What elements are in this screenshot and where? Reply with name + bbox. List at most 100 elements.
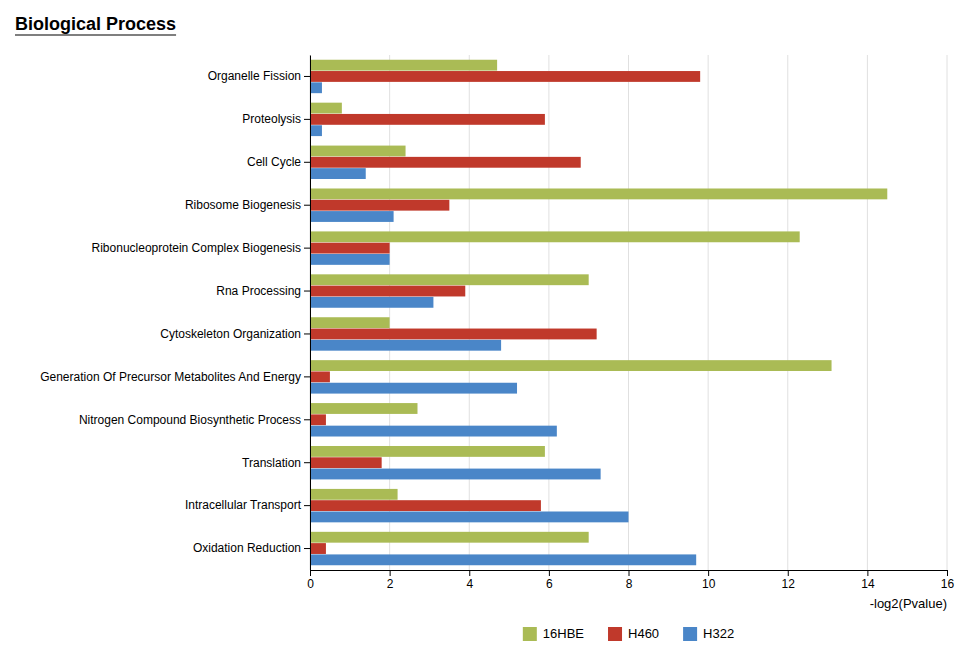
bar [310,371,330,382]
tick-label: 12 [782,577,796,591]
bars [310,60,887,566]
bar [310,243,390,254]
tick-label: 4 [466,577,473,591]
x-tick: 8 [626,570,633,591]
tick-mark [304,462,310,463]
legend-label: 16HBE [543,626,585,641]
x-tick: 16 [941,570,955,591]
tick-mark [304,419,310,420]
y-tick: Nitrogen Compound Biosynthetic Process [79,413,310,427]
bar [310,297,433,308]
y-tick: Intracellular Transport [185,498,310,512]
tick-label: 8 [626,577,633,591]
x-tick: 2 [387,570,394,591]
chart: Biological Process 0 2 4 6 8 10 12 14 16 Organelle… [0,0,977,658]
plot: 0 2 4 6 8 10 12 14 16 Organelle Fission Proteolysi… [40,55,954,641]
bar [310,340,501,351]
bar [310,446,545,457]
tick-label: Proteolysis [242,112,301,126]
bar [310,103,342,114]
tick-label: Ribonucleoprotein Complex Biogenesis [92,241,301,255]
tick-label: Intracellular Transport [185,498,302,512]
tick-mark [867,570,868,576]
bar [310,286,465,297]
y-tick: Cytoskeleton Organization [160,327,310,341]
bar [310,469,601,480]
x-axis: 0 2 4 6 8 10 12 14 16 [307,570,954,591]
grid-line [548,55,549,570]
x-tick: 10 [702,570,716,591]
tick-mark [469,570,470,576]
x-tick: 12 [782,570,796,591]
y-tick: Ribosome Biogenesis [185,198,310,212]
legend-swatch [608,627,622,641]
bar [310,254,390,265]
bar [310,125,322,136]
tick-label: Translation [242,456,301,470]
grid [310,55,947,570]
legend-item: 16HBE [523,626,585,641]
tick-mark [629,570,630,576]
tick-mark [304,119,310,120]
tick-label: 14 [861,577,875,591]
title-underline [15,34,176,35]
bar [310,231,800,242]
y-tick: Translation [242,456,310,470]
tick-label: 6 [546,577,553,591]
tick-mark [304,205,310,206]
bar [310,511,629,522]
tick-mark [708,570,709,576]
x-axis-label: -log2(Pvalue) [870,596,947,611]
y-tick: Proteolysis [242,112,310,126]
bar [310,360,832,371]
tick-mark [304,376,310,377]
tick-mark [304,248,310,249]
tick-mark [788,570,789,576]
tick-mark [947,570,948,576]
tick-label: 2 [387,577,394,591]
bar [310,554,696,565]
bar [310,317,390,328]
bar [310,114,545,125]
x-tick: 6 [546,570,553,591]
legend-swatch [683,627,697,641]
tick-label: 0 [307,577,314,591]
bar [310,168,366,179]
tick-label: Rna Processing [216,284,301,298]
grid-line [787,55,788,570]
grid-line [628,55,629,570]
bar [310,211,394,222]
x-tick: 0 [307,570,314,591]
tick-label: Nitrogen Compound Biosynthetic Process [79,413,301,427]
bar [310,383,517,394]
bar [310,274,589,285]
legend: 16HBEH460H322 [523,626,734,641]
tick-label: 16 [941,577,955,591]
y-tick: Cell Cycle [247,155,310,169]
tick-mark [549,570,550,576]
tick-label: Organelle Fission [208,69,301,83]
axis-domain [311,571,948,577]
bar [310,71,700,82]
tick-mark [304,333,310,334]
bar [310,489,398,500]
bar [310,543,326,554]
bar [310,532,589,543]
bar [310,200,449,211]
grid-line [310,55,311,570]
title: Biological Process [15,14,176,34]
series [310,60,887,543]
tick-mark [304,76,310,77]
bar [310,188,887,199]
grid-line [947,55,948,570]
y-tick: Rna Processing [216,284,310,298]
tick-label: Ribosome Biogenesis [185,198,301,212]
bar [310,157,581,168]
bar [310,414,326,425]
y-tick: Ribonucleoprotein Complex Biogenesis [92,241,310,255]
tick-label: Generation Of Precursor Metabolites And … [40,370,301,384]
bar [310,60,497,71]
legend-swatch [523,627,537,641]
tick-label: Cytoskeleton Organization [160,327,301,341]
tick-mark [390,570,391,576]
